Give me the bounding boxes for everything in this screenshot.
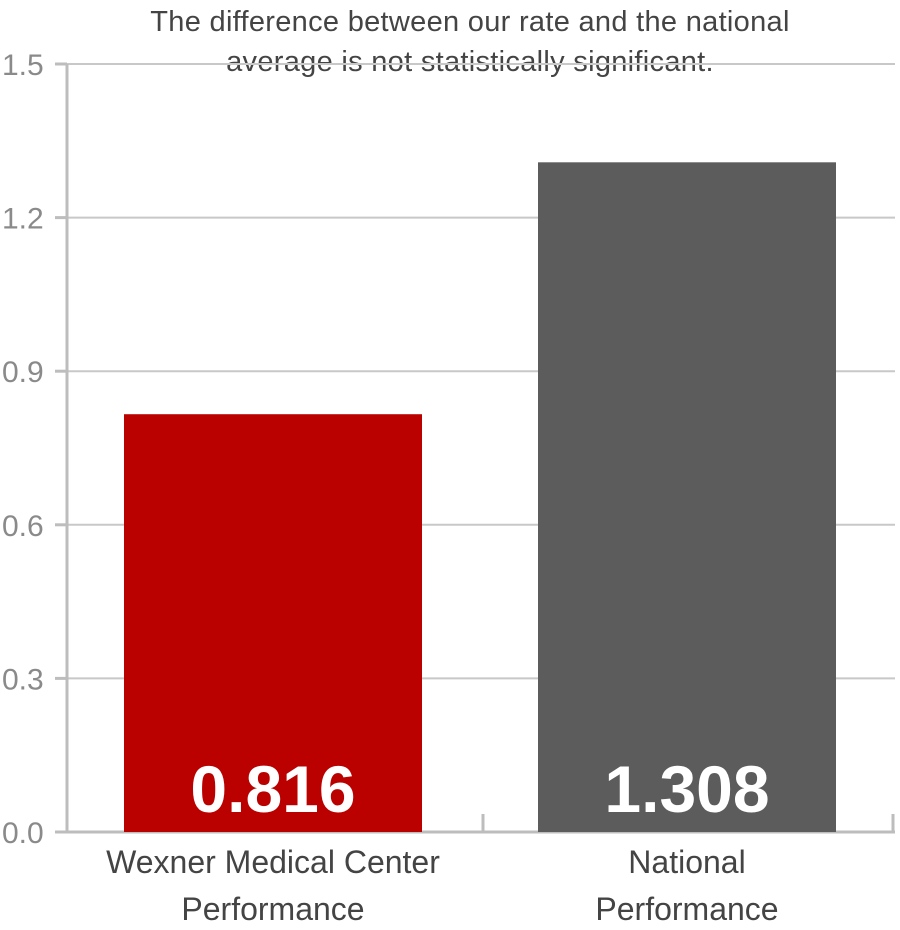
bar <box>124 414 422 832</box>
y-tick-label: 1.2 <box>2 203 44 236</box>
bar <box>538 162 836 832</box>
y-tick-label: 0.6 <box>2 510 44 543</box>
x-category-label: Performance <box>181 891 364 927</box>
y-tick-label: 0.9 <box>2 356 44 389</box>
y-axis-tick-labels: 0.0 0.3 0.6 0.9 1.2 1.5 <box>2 49 44 850</box>
x-axis-category-labels: Wexner Medical Center Performance National… <box>106 844 778 927</box>
chart-annotation: The difference between our rate and the … <box>90 2 850 82</box>
x-category-label: National <box>628 844 745 880</box>
annotation-line-1: The difference between our rate and the … <box>150 6 790 38</box>
x-category-label: Wexner Medical Center <box>106 844 440 880</box>
annotation-line-2: average is not statistically significant… <box>226 46 714 78</box>
y-tick-label: 1.5 <box>2 49 44 82</box>
y-tick-label: 0.0 <box>2 817 44 850</box>
bar-value-label: 1.308 <box>604 752 769 826</box>
bars: 0.816 1.308 <box>124 162 836 832</box>
x-category-label: Performance <box>595 891 778 927</box>
y-tick-label: 0.3 <box>2 663 44 696</box>
bar-value-label: 0.816 <box>190 752 355 826</box>
